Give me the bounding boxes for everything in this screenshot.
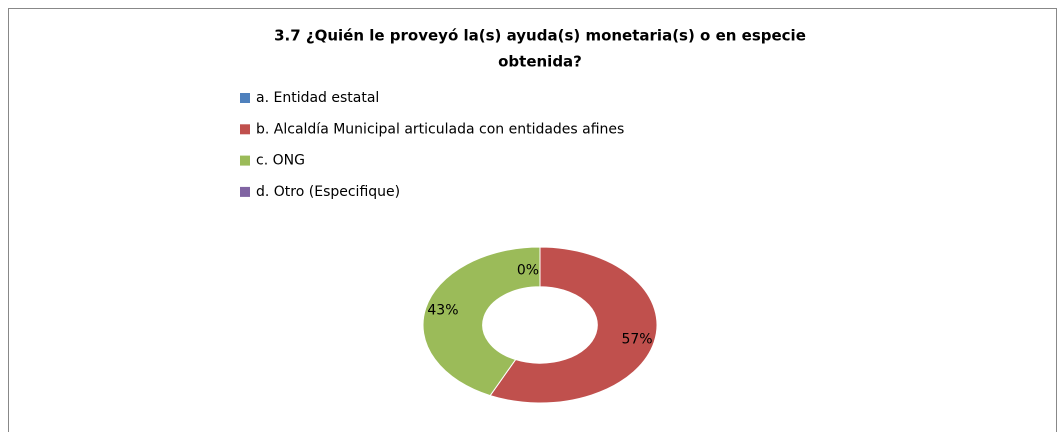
legend-label: a. Entidad estatal: [256, 90, 379, 106]
data-label: 57%: [621, 331, 652, 347]
chart-title: obtenida?: [498, 53, 582, 71]
legend-label: c. ONG: [256, 153, 305, 169]
legend-swatch: [240, 155, 250, 166]
legend-swatch: [240, 124, 250, 135]
legend-label: b. Alcaldía Municipal articulada con ent…: [256, 121, 624, 137]
legend-label: d. Otro (Especifique): [256, 184, 400, 200]
legend-swatch: [240, 186, 250, 197]
donut-slice: [422, 246, 541, 397]
legend-swatch: [240, 93, 250, 103]
donut-slice: [489, 246, 658, 404]
data-label: 43%: [427, 303, 458, 319]
data-label: 0%: [517, 262, 539, 278]
chart-title: 3.7 ¿Quién le proveyó la(s) ayuda(s) mon…: [274, 27, 806, 45]
